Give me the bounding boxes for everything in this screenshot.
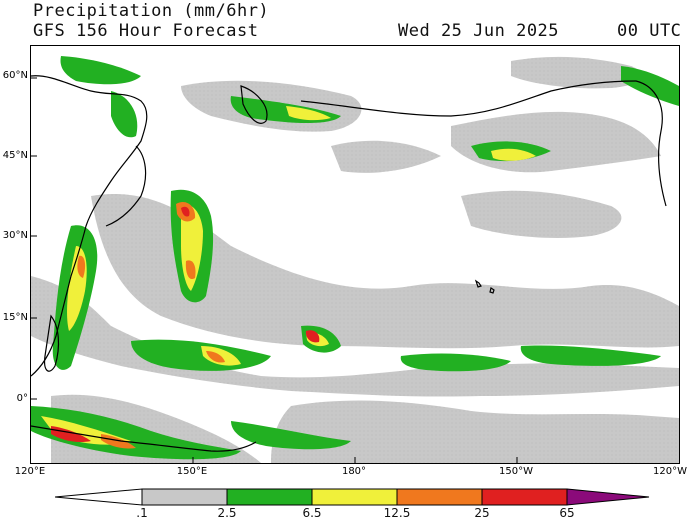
colorbar-label-6-5: 6.5	[302, 506, 322, 520]
colorbar-seg-yellow	[311, 488, 398, 506]
lon-label-150e: 150°E	[176, 466, 208, 477]
colorbar	[55, 488, 650, 506]
colorbar-label-0-1: .1	[136, 506, 148, 520]
very-heavy-precip-areas	[51, 201, 320, 449]
map-canvas	[31, 56, 679, 463]
chart-title: Precipitation (mm/6hr)	[33, 1, 270, 21]
lat-label-15n: 15°N	[2, 312, 28, 323]
lat-label-60n: 60°N	[2, 70, 28, 81]
lon-label-180: 180°	[341, 466, 367, 477]
coastlines	[31, 75, 667, 452]
colorbar-seg-white	[55, 488, 143, 506]
forecast-subtitle: GFS 156 Hour Forecast	[33, 21, 259, 41]
lat-label-45n: 45°N	[2, 150, 28, 161]
lat-label-0: 0°	[16, 393, 28, 404]
precipitation-map	[30, 45, 680, 464]
colorbar-seg-purple	[566, 488, 650, 506]
lat-label-30n: 30°N	[2, 230, 28, 241]
lon-label-120w: 120°W	[653, 466, 687, 477]
lon-label-150w: 150°W	[499, 466, 533, 477]
valid-time: 00 UTC	[617, 21, 682, 41]
colorbar-seg-green	[226, 488, 313, 506]
colorbar-label-25: 25	[474, 506, 490, 520]
colorbar-label-65: 65	[559, 506, 575, 520]
grid-ticks	[31, 77, 518, 463]
colorbar-seg-red	[481, 488, 568, 506]
lon-label-120e: 120°E	[14, 466, 46, 477]
colorbar-seg-gray	[141, 488, 228, 506]
valid-date: Wed 25 Jun 2025	[398, 21, 560, 41]
colorbar-label-12-5: 12.5	[383, 506, 411, 520]
colorbar-label-2-5: 2.5	[217, 506, 237, 520]
colorbar-seg-orange	[396, 488, 483, 506]
